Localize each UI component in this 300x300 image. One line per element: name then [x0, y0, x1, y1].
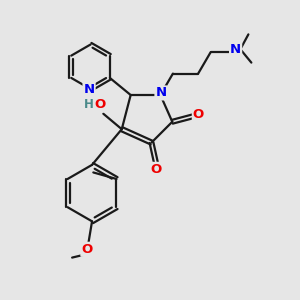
Text: N: N [230, 43, 241, 56]
Text: N: N [155, 86, 167, 99]
Text: H: H [83, 98, 93, 111]
Text: O: O [95, 98, 106, 111]
Text: O: O [81, 243, 93, 256]
Text: O: O [193, 108, 204, 122]
Text: O: O [150, 163, 162, 176]
Text: N: N [83, 82, 94, 96]
